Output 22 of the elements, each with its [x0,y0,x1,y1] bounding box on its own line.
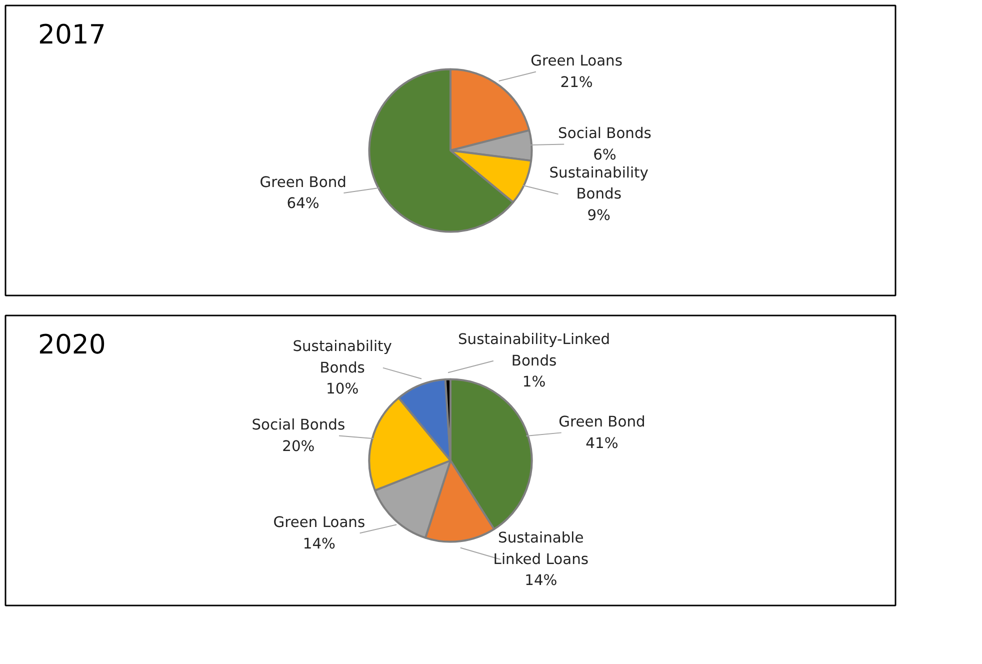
slice-label: Sustainability Bonds [292,338,392,376]
data-label: 9% [587,206,611,224]
data-label: 64% [286,195,320,212]
slice-label: Sustainability Bonds [549,164,649,203]
data-label: 21% [560,74,593,91]
slice-label: Social Bonds [252,416,346,434]
slice-label: Social Bonds [558,125,652,142]
data-label: 10% [326,380,359,398]
data-label: 14% [524,572,558,590]
slice-label: Green Loans [530,52,622,70]
chart-title: 2017 [38,20,106,51]
chart-title: 2020 [38,330,106,361]
data-label: 6% [593,146,616,164]
slice-label: Sustainable Linked Loans [493,530,589,568]
slice-label: Green Bond [558,414,646,431]
data-label: 1% [522,374,546,391]
data-label: 14% [302,535,336,552]
data-label: 41% [586,434,618,452]
slice-label: Green Loans [273,514,366,532]
slice-label: Sustainability-Linked Bonds [458,331,610,370]
data-label: 20% [282,438,315,455]
slice-label: Green Bond [260,174,346,191]
